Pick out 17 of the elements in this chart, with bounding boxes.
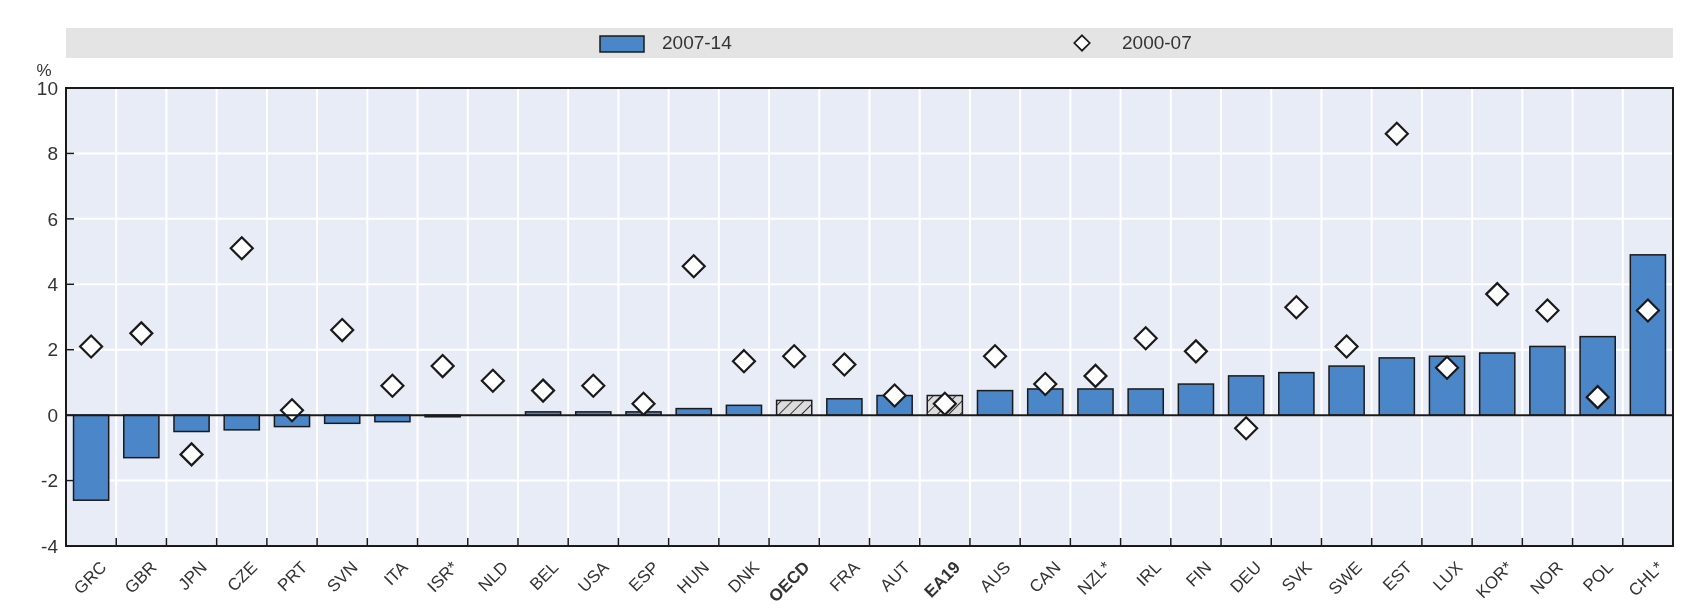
y-tick-label: -4 (41, 535, 59, 557)
y-tick-label: 2 (47, 339, 58, 361)
x-tick-label: BEL (526, 557, 563, 594)
y-tick-label: 0 (47, 404, 58, 426)
x-tick-label: IRL (1132, 557, 1165, 590)
y-axis-title: % (36, 61, 52, 80)
y-tick-label: 8 (47, 143, 58, 165)
x-tick-label: ITA (380, 557, 413, 590)
y-tick-label: 4 (47, 273, 59, 295)
x-tick-label: POL (1579, 557, 1617, 596)
y-tick-label: 10 (36, 77, 58, 99)
x-tick-label: USA (574, 557, 613, 596)
y-tick-label: 6 (47, 208, 58, 230)
legend-label: 2007-14 (662, 32, 733, 53)
y-tick-label: -2 (41, 470, 58, 492)
x-tick-label: FIN (1182, 557, 1216, 591)
legend-label: 2000-07 (1122, 32, 1192, 53)
